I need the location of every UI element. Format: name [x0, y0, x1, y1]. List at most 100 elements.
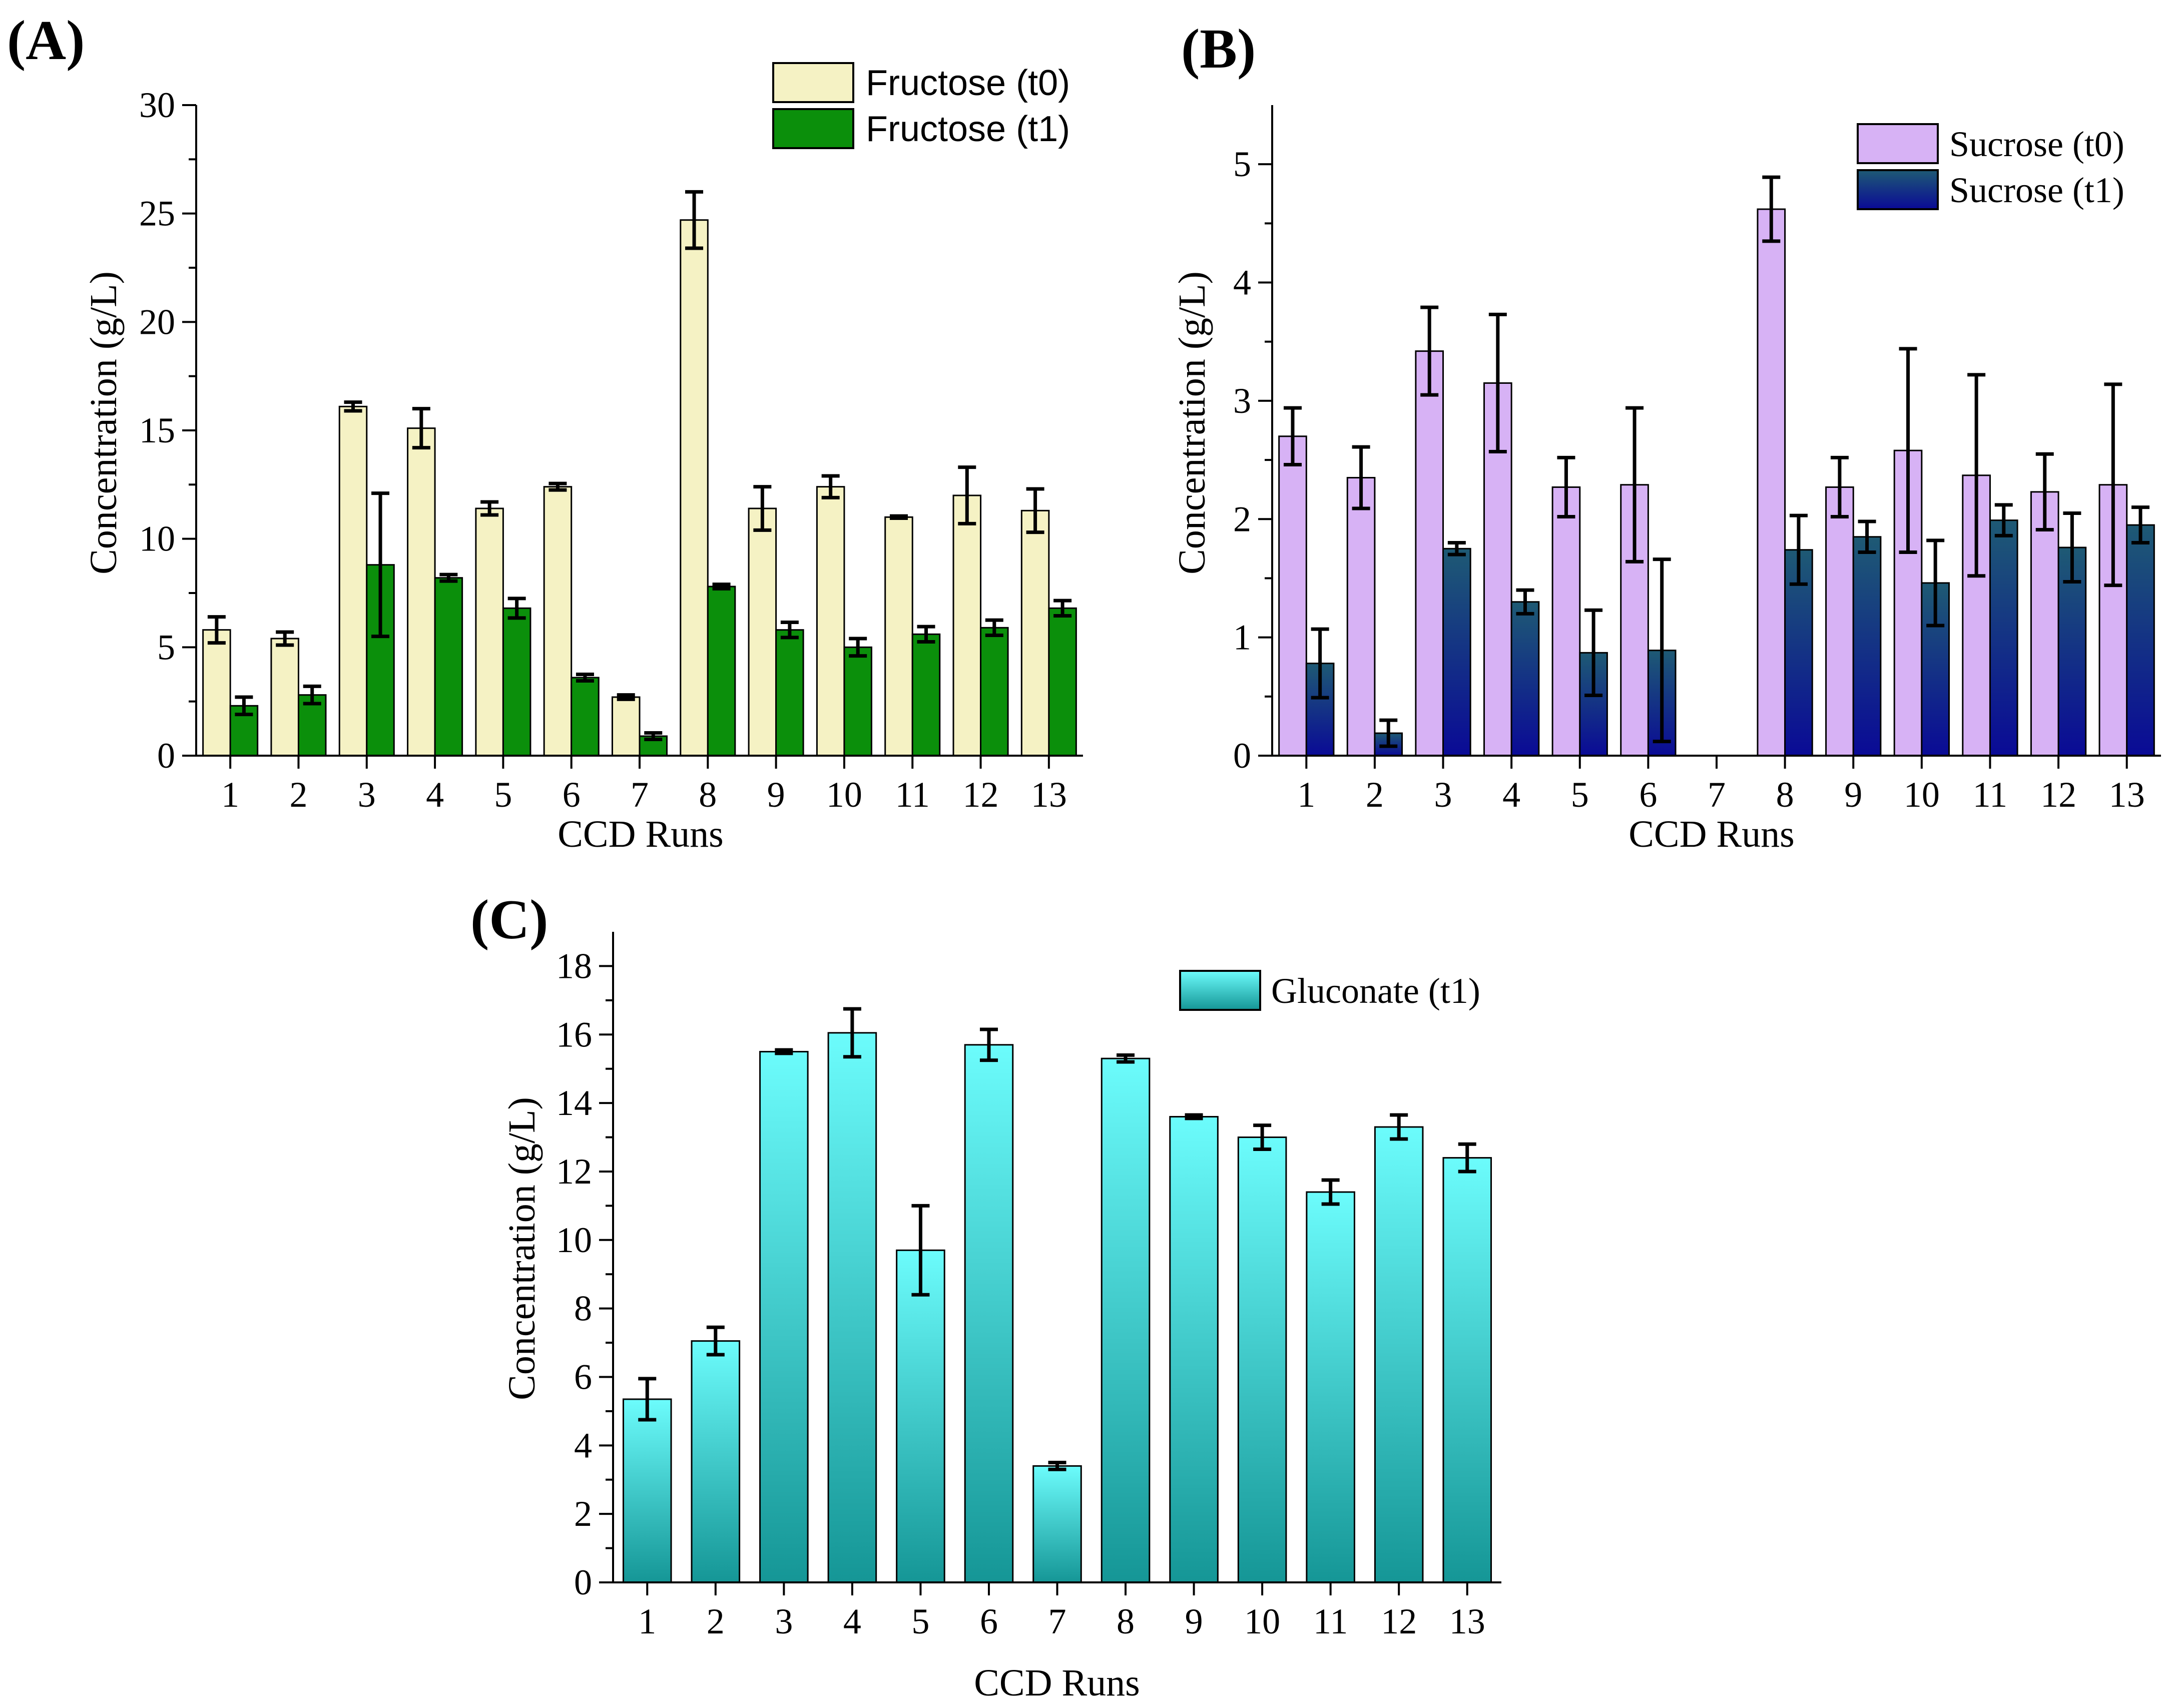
gluconate-bar-1-run-3: [759, 1050, 809, 1583]
sucrose-bar-2-run-4: [1510, 601, 1540, 757]
sucrose-bar-1-run-2: [1346, 477, 1376, 757]
gluconate-bar-1-run-7: [1032, 1465, 1082, 1583]
gluconate-bar-1-run-12: [1374, 1126, 1424, 1583]
gluconate-bar-1-run-2: [691, 1340, 741, 1583]
sucrose-bar-2-run-11: [1989, 519, 2018, 757]
sucrose-xtick-label: 4: [1502, 775, 1520, 815]
fructose-bar-1-run-1: [202, 629, 231, 757]
fructose-ytick-label: 30: [139, 85, 175, 125]
gluconate-xtick-label: 4: [843, 1601, 861, 1641]
fructose-bar-2-run-13: [1048, 607, 1077, 757]
fructose-ytick-label: 20: [139, 302, 175, 342]
gluconate-xtick-label: 13: [1449, 1601, 1485, 1641]
sucrose-xtick-label: 8: [1776, 775, 1794, 815]
fructose-bar-1-run-3: [338, 405, 368, 757]
gluconate-xtick-label: 10: [1244, 1601, 1280, 1641]
fructose-bar-2-run-12: [980, 627, 1009, 757]
sucrose-xtick-label: 7: [1708, 775, 1726, 815]
sucrose-xtick-label: 3: [1434, 775, 1452, 815]
panel-a-legend: Fructose (t0) Fructose (t1): [772, 62, 1070, 149]
gluconate-ytick-label: 6: [574, 1357, 592, 1397]
sucrose-bar-1-run-9: [1825, 486, 1854, 757]
fructose-xtick-label: 9: [767, 775, 785, 815]
gluconate-ytick-label: 16: [556, 1014, 592, 1054]
sucrose-xtick-label: 2: [1366, 775, 1384, 815]
fructose-bar-2-run-11: [911, 633, 941, 757]
fructose-bar-1-run-13: [1020, 509, 1050, 757]
gluconate-xtick-label: 7: [1048, 1601, 1066, 1641]
fructose-ytick-label: 5: [157, 627, 175, 667]
gluconate-ytick-label: 14: [556, 1083, 592, 1123]
fructose-bar-1-run-5: [475, 507, 504, 757]
panel-b-letter: (B): [1181, 18, 1256, 80]
gluconate-bar-1-run-1: [622, 1398, 672, 1583]
fructose-xtick-label: 12: [963, 775, 999, 815]
gluconate-xtick-label: 6: [980, 1601, 998, 1641]
sucrose-xtick-label: 1: [1297, 775, 1315, 815]
gluconate-xtick-label: 2: [707, 1601, 725, 1641]
legend-swatch-sucrose-t1: [1857, 169, 1939, 210]
gluconate-bar-1-run-9: [1169, 1115, 1219, 1583]
fructose-bar-2-run-10: [843, 646, 872, 757]
gluconate-bar-1-run-8: [1101, 1057, 1151, 1583]
fructose-bar-2-run-4: [434, 577, 463, 757]
legend-label-gluconate-t1: Gluconate (t1): [1271, 971, 1480, 1011]
sucrose-xtick-label: 9: [1844, 775, 1862, 815]
gluconate-ytick-label: 10: [556, 1220, 592, 1260]
panel-b-legend: Sucrose (t0) Sucrose (t1): [1857, 123, 2124, 210]
gluconate-ytick-label: 4: [574, 1425, 592, 1465]
legend-swatch-fructose-t1: [772, 108, 854, 149]
panel-c-xlabel: CCD Runs: [974, 1662, 1140, 1704]
gluconate-xtick-label: 5: [911, 1601, 929, 1641]
sucrose-xtick-label: 12: [2040, 775, 2076, 815]
sucrose-ytick-label: 5: [1233, 144, 1251, 184]
gluconate-bar-1-run-11: [1306, 1191, 1355, 1583]
sucrose-xtick-label: 11: [1973, 775, 2007, 815]
panel-a-ylabel: Concentration (g/L): [83, 271, 125, 575]
gluconate-ytick-label: 0: [574, 1562, 592, 1602]
fructose-bar-2-run-5: [502, 607, 531, 757]
fructose-xtick-label: 7: [631, 775, 649, 815]
panel-a-xlabel: CCD Runs: [558, 813, 724, 855]
sucrose-bar-2-run-9: [1852, 536, 1882, 757]
sucrose-bar-1-run-5: [1551, 486, 1581, 757]
panel-b-ylabel: Concentration (g/L): [1171, 271, 1213, 575]
fructose-xtick-label: 13: [1031, 775, 1067, 815]
fructose-ytick-label: 10: [139, 519, 175, 559]
sucrose-bar-1-run-8: [1757, 208, 1786, 757]
panel-b-xlabel: CCD Runs: [1629, 813, 1795, 855]
fructose-xtick-label: 8: [699, 775, 717, 815]
fructose-xtick-label: 4: [426, 775, 444, 815]
sucrose-xtick-label: 5: [1571, 775, 1589, 815]
gluconate-bar-1-run-13: [1442, 1157, 1492, 1583]
sucrose-bar-2-run-13: [2126, 524, 2155, 757]
fructose-ytick-label: 0: [157, 736, 175, 776]
sucrose-bar-2-run-3: [1442, 547, 1471, 757]
fructose-bar-2-run-9: [775, 629, 804, 757]
fructose-bar-1-run-7: [611, 696, 641, 757]
fructose-bar-1-run-2: [270, 638, 299, 757]
legend-swatch-gluconate-t1: [1179, 970, 1261, 1011]
legend-label-fructose-t0: Fructose (t0): [866, 63, 1070, 103]
panel-a-letter: (A): [7, 10, 85, 72]
legend-label-fructose-t1: Fructose (t1): [866, 109, 1070, 149]
fructose-bar-1-run-4: [407, 427, 436, 757]
fructose-bar-1-run-10: [816, 486, 845, 757]
gluconate-bar-1-run-5: [896, 1249, 945, 1583]
fructose-bar-1-run-12: [952, 494, 982, 757]
sucrose-ytick-label: 4: [1233, 263, 1251, 303]
sucrose-xtick-label: 10: [1904, 775, 1940, 815]
sucrose-bar-1-run-1: [1278, 435, 1307, 757]
legend-swatch-fructose-t0: [772, 62, 854, 103]
gluconate-xtick-label: 1: [638, 1601, 656, 1641]
panel-c-legend: Gluconate (t1): [1179, 970, 1480, 1011]
sucrose-xtick-label: 6: [1639, 775, 1657, 815]
legend-label-sucrose-t1: Sucrose (t1): [1949, 170, 2124, 210]
panel-c-ylabel: Concentration (g/L): [501, 1097, 543, 1400]
fructose-bar-1-run-8: [680, 219, 709, 757]
fructose-xtick-label: 5: [494, 775, 512, 815]
sucrose-ytick-label: 1: [1233, 618, 1251, 658]
